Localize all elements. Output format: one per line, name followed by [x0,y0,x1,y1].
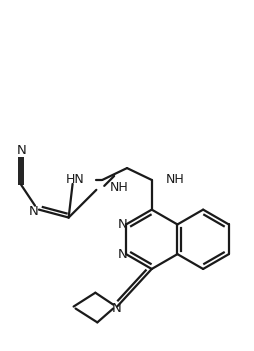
Text: N: N [118,248,128,261]
Text: N: N [16,144,26,157]
Text: HN: HN [66,173,84,186]
Text: N: N [118,218,128,231]
Text: N: N [112,302,121,315]
Text: NH: NH [165,173,184,186]
Text: NH: NH [110,181,129,194]
Text: N: N [29,205,39,218]
